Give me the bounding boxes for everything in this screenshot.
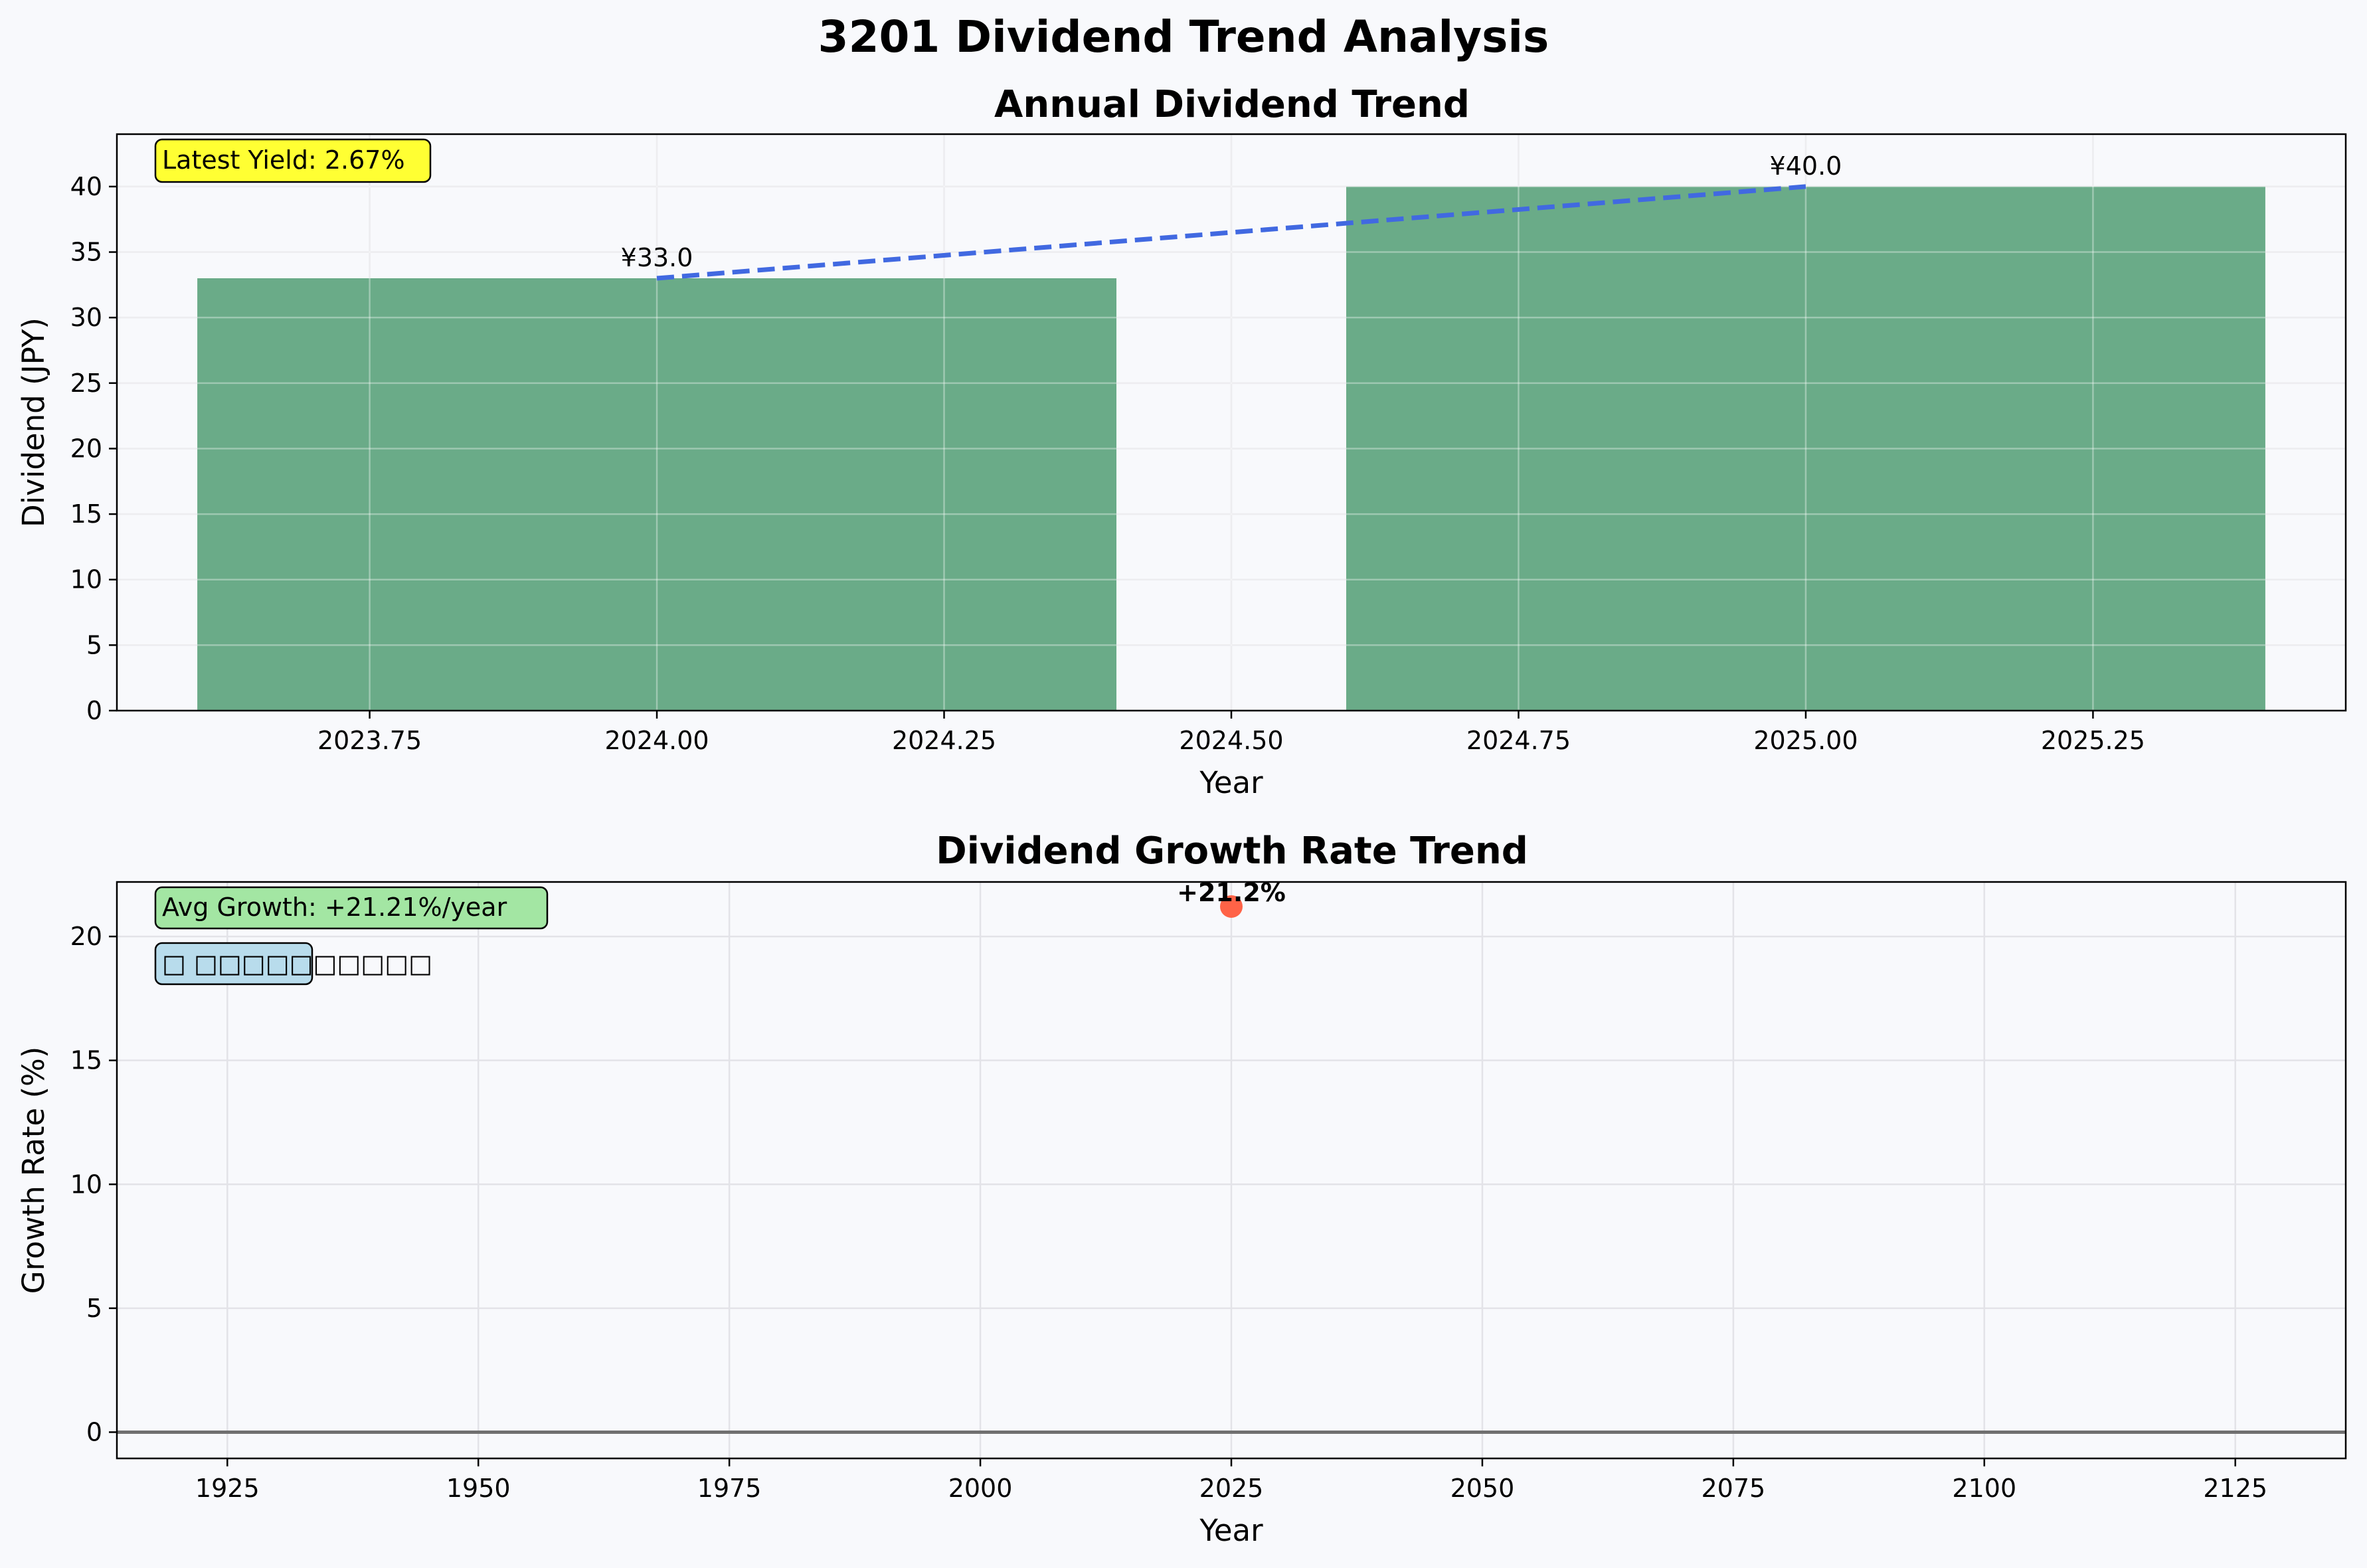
x-tick-label: 1950 [446,1474,511,1503]
growth-note-annotation: □ □□□□□□□□□□ [154,942,432,986]
x-tick-label: 2000 [948,1474,1013,1503]
annual-dividend-y-ticks: 0 5 10 15 20 25 30 35 40 [70,172,117,725]
growth-rate-data-labels: +21.2% [1177,878,1286,907]
y-tick-label: 20 [70,922,102,951]
y-tick-label: 20 [70,434,102,463]
growth-rate-x-ticks: 1925 1950 1975 2000 2025 2050 2075 2100 2125 [195,1458,2267,1503]
growth-rate-x-label: Year [1199,1513,1263,1548]
dividend-data-label: ¥33.0 [621,243,693,272]
x-tick-label: 2025.00 [1753,726,1858,755]
x-tick-label: 2024.00 [604,726,709,755]
latest-yield-box [154,138,432,183]
dividend-trend-line [656,184,1806,281]
x-tick-label: 2024.25 [892,726,996,755]
growth-note-text: □ □□□□□□□□□□ [162,949,432,978]
annual-dividend-trend-line [656,184,1806,281]
avg-growth-box [154,886,549,930]
avg-growth-annotation: Avg Growth: +21.21%/year [154,886,549,930]
y-tick-label: 0 [86,696,102,725]
dividend-data-label: ¥40.0 [1770,151,1842,181]
annual-dividend-title: Annual Dividend Trend [994,83,1470,126]
x-tick-label: 2024.50 [1179,726,1283,755]
x-tick-label: 1975 [697,1474,762,1503]
annual-dividend-data-labels: ¥33.0 ¥40.0 [621,151,1842,272]
growth-rate-title: Dividend Growth Rate Trend [936,829,1528,873]
x-tick-label: 2125 [2203,1474,2267,1503]
annual-dividend-bars [197,186,2265,711]
y-tick-label: 40 [70,172,102,201]
y-tick-label: 35 [70,238,102,267]
growth-note-box [154,942,313,986]
x-tick-label: 2025 [1199,1474,1264,1503]
annual-dividend-y-label: Dividend (JPY) [16,317,51,527]
latest-yield-text: Latest Yield: 2.67% [162,145,405,175]
x-tick-label: 2023.75 [317,726,422,755]
x-tick-label: 2024.75 [1466,726,1571,755]
y-tick-label: 10 [70,1170,102,1199]
latest-yield-annotation: Latest Yield: 2.67% [154,138,432,183]
annual-dividend-x-ticks: 2023.75 2024.00 2024.25 2024.50 2024.75 2025.… [317,711,2145,755]
growth-rate-point [1220,895,1243,918]
growth-rate-y-ticks: 0 5 10 15 20 [70,922,117,1446]
annual-dividend-panel: Annual Dividend Trend ¥33.0 ¥40.0 2023.75… [16,83,2347,800]
growth-rate-y-label: Growth Rate (%) [16,1047,51,1294]
growth-rate-data-label: +21.2% [1177,878,1286,907]
y-tick-label: 30 [70,303,102,332]
annual-dividend-x-label: Year [1199,765,1263,800]
y-tick-label: 15 [70,499,102,529]
y-tick-label: 0 [86,1417,102,1446]
y-tick-label: 5 [86,630,102,659]
y-tick-label: 5 [86,1294,102,1323]
x-tick-label: 1925 [195,1474,260,1503]
x-tick-label: 2025.25 [2041,726,2145,755]
y-tick-label: 25 [70,369,102,398]
x-tick-label: 2100 [1952,1474,2016,1503]
x-tick-label: 2075 [1701,1474,1765,1503]
y-tick-label: 15 [70,1046,102,1075]
y-tick-label: 10 [70,565,102,594]
figure-title: 3201 Dividend Trend Analysis [818,11,1549,62]
avg-growth-text: Avg Growth: +21.21%/year [162,893,507,922]
dividend-bar [1346,186,2265,711]
growth-rate-panel: Dividend Growth Rate Trend +21.2% 1925 19… [16,829,2347,1548]
growth-rate-points [1220,895,1243,918]
dividend-bar [197,278,1117,711]
x-tick-label: 2050 [1450,1474,1515,1503]
